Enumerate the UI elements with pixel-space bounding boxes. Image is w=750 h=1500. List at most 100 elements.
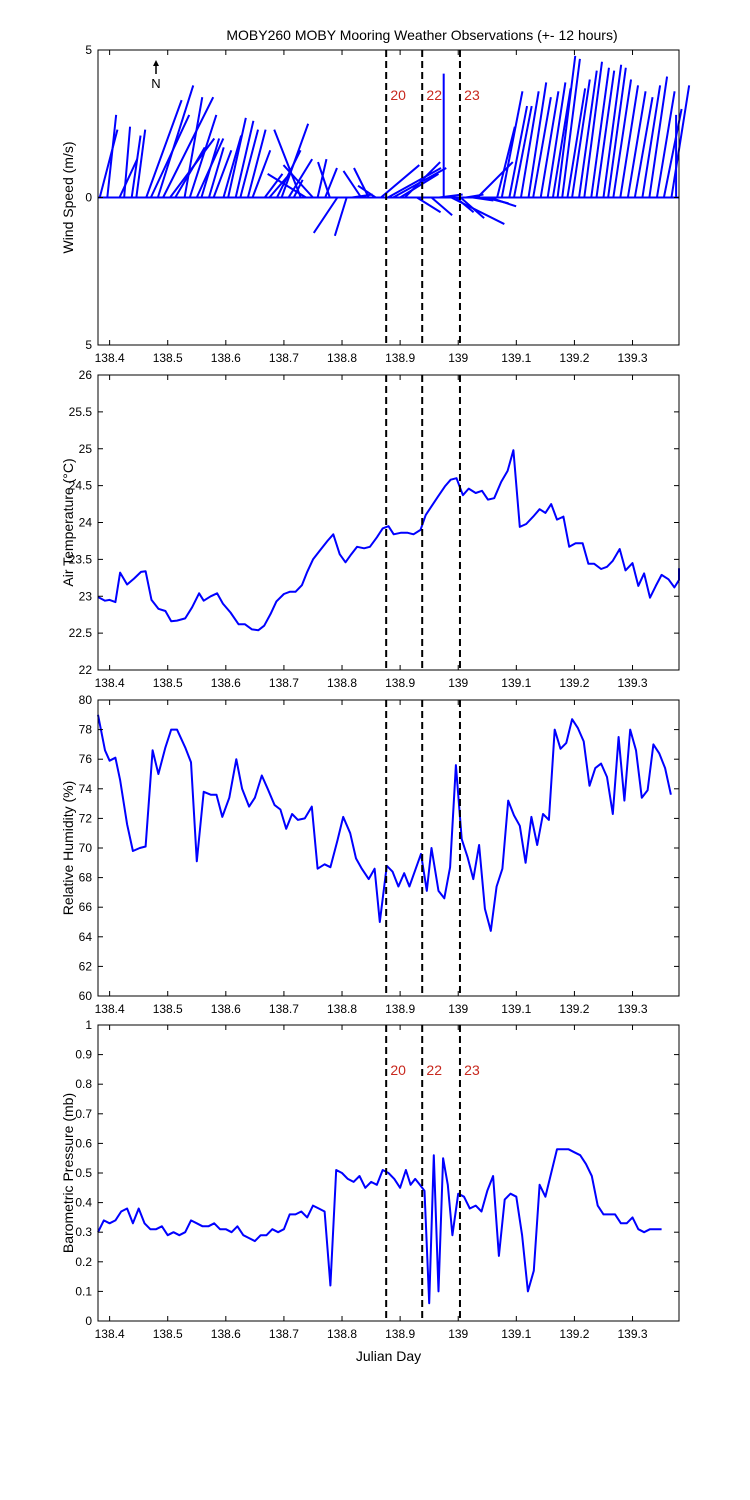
y-tick-label: 0 (85, 191, 92, 205)
wind-stick (317, 161, 331, 198)
wind-stick (287, 158, 314, 199)
y-tick-label: 80 (79, 693, 93, 707)
wind-stick (183, 97, 204, 198)
wind-stick (500, 91, 524, 198)
wind-stick (145, 99, 183, 198)
x-tick-label: 138.6 (211, 351, 241, 365)
event-label: 20 (390, 87, 406, 103)
wind-stick (508, 105, 529, 198)
x-tick-label: 138.8 (327, 351, 357, 365)
x-tick-label: 139.3 (618, 676, 648, 690)
y-tick-label: 24 (79, 516, 93, 530)
y-tick-label: 0.6 (75, 1136, 92, 1150)
wind-stick (316, 158, 328, 198)
y-tick-label: 0 (85, 1314, 92, 1328)
y-tick-label: 0.8 (75, 1077, 92, 1091)
x-tick-label: 138.9 (385, 1327, 415, 1341)
wind-stick (670, 85, 691, 198)
y-tick-label: 60 (79, 989, 93, 1003)
x-tick-label: 138.7 (269, 1327, 299, 1341)
humidity-panel: 138.4 138.5 138.6 138.7 138.8 138.9 139 139.1 13… (60, 693, 680, 1016)
x-tick-label: 139.2 (559, 676, 589, 690)
y-tick-label: 72 (79, 811, 93, 825)
x-axis-label: Julian Day (356, 1348, 421, 1364)
wind-stick (234, 120, 255, 198)
air-temperature-panel: 138.4 138.5 138.6 138.7 138.8 138.9 139 139.1 13… (60, 368, 680, 690)
axes-frame (97, 374, 680, 671)
x-tick-label: 138.8 (327, 676, 357, 690)
x-tick-label: 138.8 (327, 1002, 357, 1016)
wind-stick (655, 91, 676, 198)
y-axis-label: Relative Humidity (%) (60, 781, 76, 916)
y-tick-label: 78 (79, 723, 93, 737)
wind-stick (246, 129, 267, 198)
x-tick-label: 138.7 (269, 1002, 299, 1016)
x-tick-label: 138.4 (95, 676, 125, 690)
wind-stick (324, 167, 338, 198)
wind-stick (583, 61, 603, 198)
y-tick-label: 0.9 (75, 1048, 92, 1062)
wind-stick (268, 176, 288, 199)
wind-stick (648, 76, 669, 198)
wind-stick (333, 197, 348, 237)
wind-stick (156, 85, 195, 198)
wind-stick (130, 135, 142, 198)
north-label: N (151, 76, 160, 91)
event-label: 23 (464, 1062, 480, 1078)
x-tick-label: 139.3 (618, 1327, 648, 1341)
wind-stick (519, 91, 540, 198)
y-axis-label: Barometric Pressure (mb) (60, 1093, 76, 1253)
wind-stick (263, 173, 284, 199)
series-line (97, 449, 680, 632)
wind-speed-panel: 20 22 23 138.4 138.5 138.6 138.7 138.8 138.9 139 1… (60, 43, 691, 365)
x-tick-label: 139.3 (618, 351, 648, 365)
wind-stick (641, 85, 662, 198)
wind-stick (619, 85, 640, 198)
wind-stick (353, 167, 370, 198)
x-tick-label: 138.7 (269, 351, 299, 365)
wind-stick (546, 82, 567, 198)
wind-stick (459, 196, 485, 219)
y-tick-label: 68 (79, 871, 93, 885)
wind-stick (566, 88, 587, 198)
x-tick-label: 139.2 (559, 1327, 589, 1341)
event-label: 22 (426, 1062, 442, 1078)
figure-title: MOBY260 MOBY Mooring Weather Observation… (226, 27, 617, 43)
x-tick-label: 139.2 (559, 1002, 589, 1016)
y-tick-label: 25 (79, 442, 93, 456)
y-tick-label: 5 (85, 43, 92, 57)
wind-stick (532, 97, 552, 198)
x-tick-label: 138.6 (211, 676, 241, 690)
wind-stick (556, 55, 577, 198)
x-tick-label: 139.1 (501, 351, 531, 365)
wind-stick (571, 79, 591, 198)
series-line (97, 1148, 662, 1305)
x-tick-label: 139.2 (559, 351, 589, 365)
x-tick-label: 138.6 (211, 1327, 241, 1341)
y-tick-label: 70 (79, 841, 93, 855)
y-tick-label: 66 (79, 900, 93, 914)
wind-stick (312, 196, 339, 234)
wind-stick (200, 138, 221, 198)
x-tick-label: 139.1 (501, 676, 531, 690)
wind-stick (602, 64, 623, 198)
x-tick-label: 138.4 (95, 1327, 125, 1341)
wind-stick (98, 129, 119, 198)
x-tick-label: 139 (448, 1002, 468, 1016)
wind-stick (489, 196, 517, 208)
y-tick-label: 0.5 (75, 1166, 92, 1180)
x-tick-label: 138.5 (153, 351, 183, 365)
wind-stick (222, 135, 243, 198)
x-tick-label: 138.4 (95, 351, 125, 365)
wind-stick (251, 149, 272, 198)
wind-stick (380, 164, 420, 199)
x-tick-label: 138.9 (385, 351, 415, 365)
y-tick-label: 62 (79, 959, 93, 973)
x-tick-label: 139.3 (618, 1002, 648, 1016)
y-tick-label: 5 (85, 338, 92, 352)
wind-stick (357, 184, 377, 199)
y-tick-label: 0.7 (75, 1107, 92, 1121)
y-tick-label: 0.3 (75, 1225, 92, 1239)
wind-stick (626, 91, 647, 198)
